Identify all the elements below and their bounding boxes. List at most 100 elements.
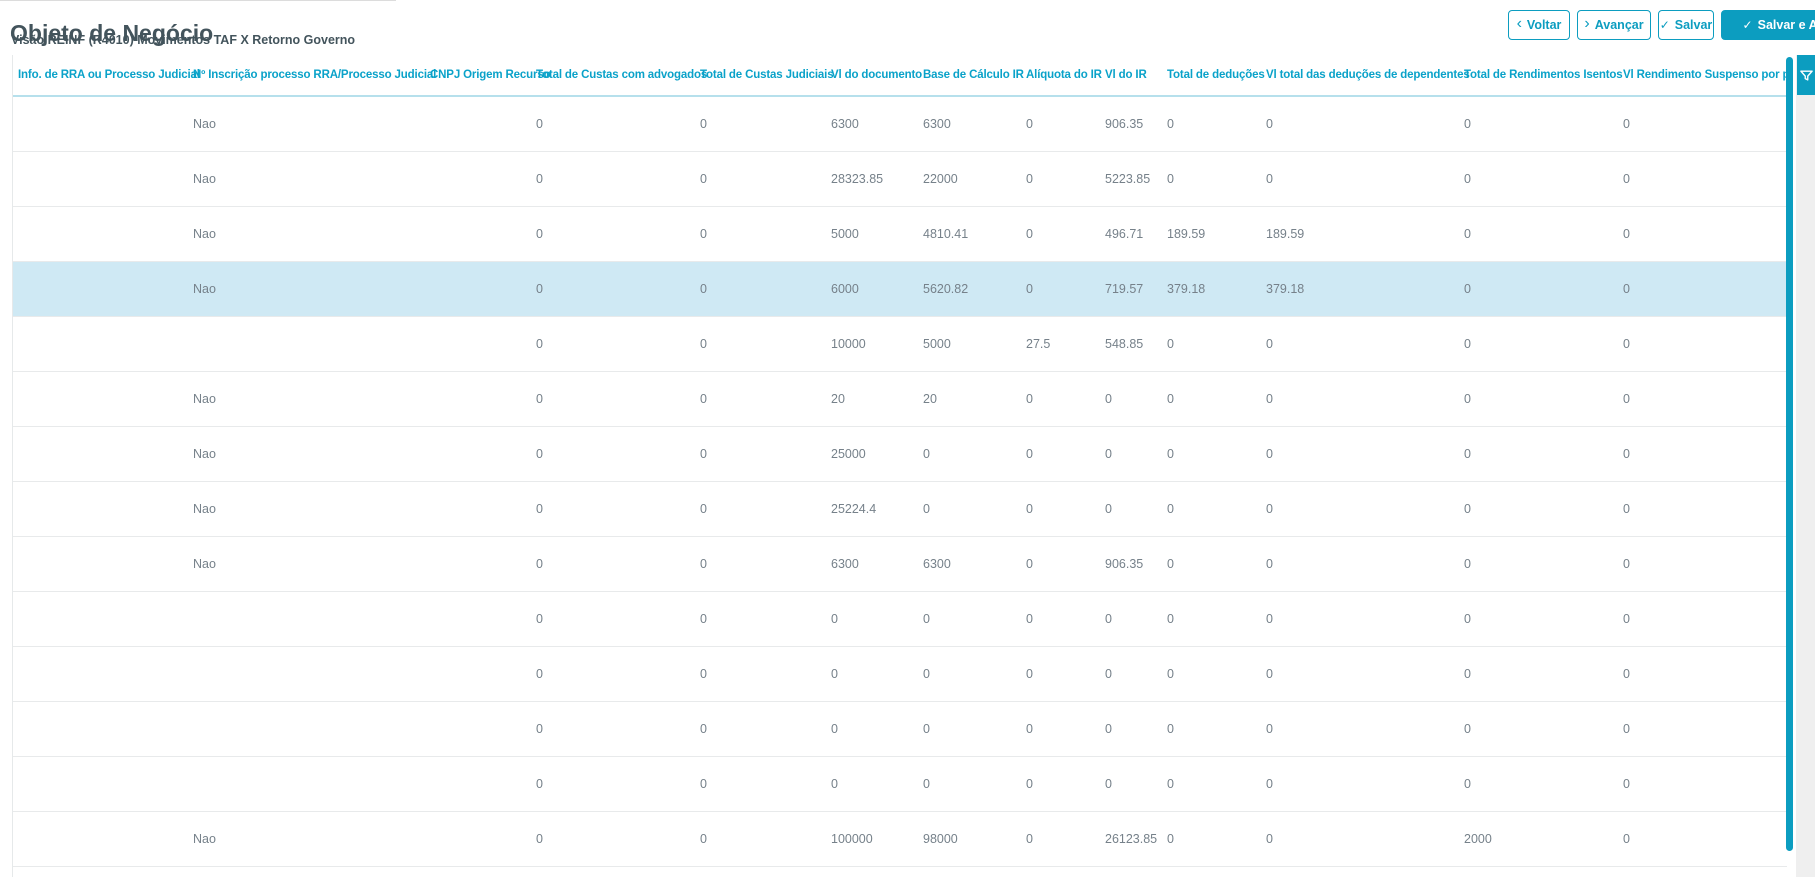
table-cell: 0	[1105, 502, 1112, 516]
table-cell: 0	[1105, 612, 1112, 626]
table-cell: 26123.85	[1105, 832, 1158, 846]
table-cell: 0	[923, 447, 930, 461]
table-cell	[430, 152, 536, 206]
table-cell: 0	[536, 117, 543, 131]
table-cell: 0	[1266, 557, 1273, 571]
table-row[interactable]: Nao 0 0 28323.85 22000 0 5223.85 0 0 0 0	[13, 152, 1787, 207]
table-row[interactable]: Nao 0 0 5000 4810.41 0 496.71 189.59 189.59 0 0	[13, 207, 1787, 262]
table-cell: 0	[1464, 282, 1471, 296]
table-cell: 0	[1026, 447, 1033, 461]
table-cell: Nao	[193, 557, 216, 571]
table-cell: 0	[536, 722, 543, 736]
table-row[interactable]: Nao 0 0 6300 6300 0 906.35 0 0 0 0	[13, 537, 1787, 592]
avancar-button[interactable]: › Avançar	[1577, 10, 1651, 40]
table-cell: 0	[1167, 172, 1174, 186]
column-header[interactable]: CNPJ Origem Recurso	[430, 69, 551, 81]
table-cell: 0	[831, 612, 838, 626]
table-cell: 0	[536, 667, 543, 681]
table-row[interactable]: Nao 0 0 100000 98000 0 26123.85 0 0 2000 0	[13, 812, 1787, 867]
table-cell: 379.18	[1266, 282, 1305, 296]
column-header[interactable]: Info. de RRA ou Processo Judicial	[18, 69, 200, 81]
table-cell	[13, 207, 193, 261]
table-cell	[13, 647, 193, 701]
table-cell: 5223.85	[1105, 172, 1151, 186]
column-header[interactable]: Base de Cálculo IR	[923, 69, 1024, 81]
table-cell: 0	[1623, 502, 1630, 516]
table-cell: 0	[1623, 117, 1630, 131]
table-cell: 0	[1026, 172, 1033, 186]
table-cell: 6300	[923, 117, 951, 131]
column-header[interactable]: Total de deduções	[1167, 69, 1265, 81]
filter-button[interactable]	[1797, 55, 1815, 95]
table-cell: 0	[1464, 392, 1471, 406]
table-cell	[430, 757, 536, 811]
column-header[interactable]: Vl do documento	[831, 69, 923, 81]
table-cell	[430, 97, 536, 151]
chevron-right-icon: ›	[1584, 15, 1590, 32]
column-header[interactable]: Vl do IR	[1105, 69, 1147, 81]
table-row[interactable]: 0 0 0 0 0 0 0 0 0 0	[13, 702, 1787, 757]
table-cell: 5620.82	[923, 282, 969, 296]
table-cell: 0	[1266, 337, 1273, 351]
column-header[interactable]: Vl total das deduções de dependentes	[1266, 69, 1470, 81]
table-cell: 0	[1026, 832, 1033, 846]
table-row[interactable]: 0 0 0 0 0 0 0 0 0 0	[13, 757, 1787, 812]
table-cell: 0	[1167, 832, 1174, 846]
table-cell: 0	[1623, 722, 1630, 736]
table-cell	[430, 592, 536, 646]
table-cell: 0	[700, 447, 707, 461]
table-cell: 0	[1464, 557, 1471, 571]
vertical-scrollbar[interactable]	[1786, 57, 1793, 851]
voltar-button[interactable]: ‹ Voltar	[1508, 10, 1570, 40]
table-row[interactable]: Nao 0 0 20 20 0 0 0 0 0 0	[13, 372, 1787, 427]
table-cell: 0	[536, 337, 543, 351]
table-cell: 0	[1266, 447, 1273, 461]
column-header[interactable]: Total de Custas com advogados	[536, 69, 708, 81]
column-header[interactable]: Vl Rendimento Suspenso por proc	[1623, 69, 1787, 81]
table-row[interactable]: Nao 0 0 6000 5620.82 0 719.57 379.18 379.18 0 0	[13, 262, 1787, 317]
column-header[interactable]: Nº Inscrição processo RRA/Processo Judic…	[193, 69, 437, 81]
table-cell	[430, 317, 536, 371]
table-cell: 0	[1105, 447, 1112, 461]
salvar-button[interactable]: ✓ Salvar	[1658, 10, 1714, 40]
table-cell	[430, 647, 536, 701]
table-cell: 0	[831, 777, 838, 791]
table-cell	[430, 812, 536, 866]
table-cell: 0	[923, 502, 930, 516]
table-cell: 5000	[923, 337, 951, 351]
table-cell: 0	[1026, 667, 1033, 681]
table-cell: 0	[1026, 557, 1033, 571]
table-row[interactable]: 0 0 0 0 0 0 0 0 0 0	[13, 647, 1787, 702]
table-row[interactable]: Nao 0 0 25224.4 0 0 0 0 0 0 0	[13, 482, 1787, 537]
table-row[interactable]: 0 0 10000 5000 27.5 548.85 0 0 0 0	[13, 317, 1787, 372]
table-cell	[193, 757, 430, 811]
table-cell	[13, 372, 193, 426]
table-cell: 0	[1266, 117, 1273, 131]
table-cell: 0	[700, 392, 707, 406]
table-cell	[430, 372, 536, 426]
table-cell: 0	[1464, 117, 1471, 131]
table-cell: 0	[1464, 447, 1471, 461]
table-cell	[13, 812, 193, 866]
check-icon: ✓	[1742, 18, 1753, 32]
avancar-button-label: Avançar	[1594, 18, 1644, 32]
table-cell: 0	[700, 502, 707, 516]
page-subtitle: Visão REINF (R4010) Movimentos TAF X Ret…	[11, 33, 356, 47]
table-cell: 0	[536, 282, 543, 296]
salvar-e-avancar-button[interactable]: ✓ Salvar e Avançar	[1721, 10, 1815, 40]
table-cell: 0	[1464, 502, 1471, 516]
table-cell	[430, 262, 536, 316]
column-header[interactable]: Total de Rendimentos Isentos	[1464, 69, 1623, 81]
table-row[interactable]: 0 0 0 0 0 0 0 0 0 0	[13, 592, 1787, 647]
table-cell: 0	[1167, 117, 1174, 131]
column-header[interactable]: Alíquota do IR	[1026, 69, 1102, 81]
table-cell	[13, 427, 193, 481]
table-row[interactable]: Nao 0 0 6300 6300 0 906.35 0 0 0 0	[13, 97, 1787, 152]
table-cell: 0	[1623, 282, 1630, 296]
column-header[interactable]: Total de Custas Judiciais	[700, 69, 834, 81]
page-title: Objeto de Negócio	[10, 20, 214, 47]
table-cell: 0	[1167, 502, 1174, 516]
voltar-button-label: Voltar	[1526, 18, 1562, 32]
table-row[interactable]: Nao 0 0 25000 0 0 0 0 0 0 0	[13, 427, 1787, 482]
table-cell	[13, 317, 193, 371]
